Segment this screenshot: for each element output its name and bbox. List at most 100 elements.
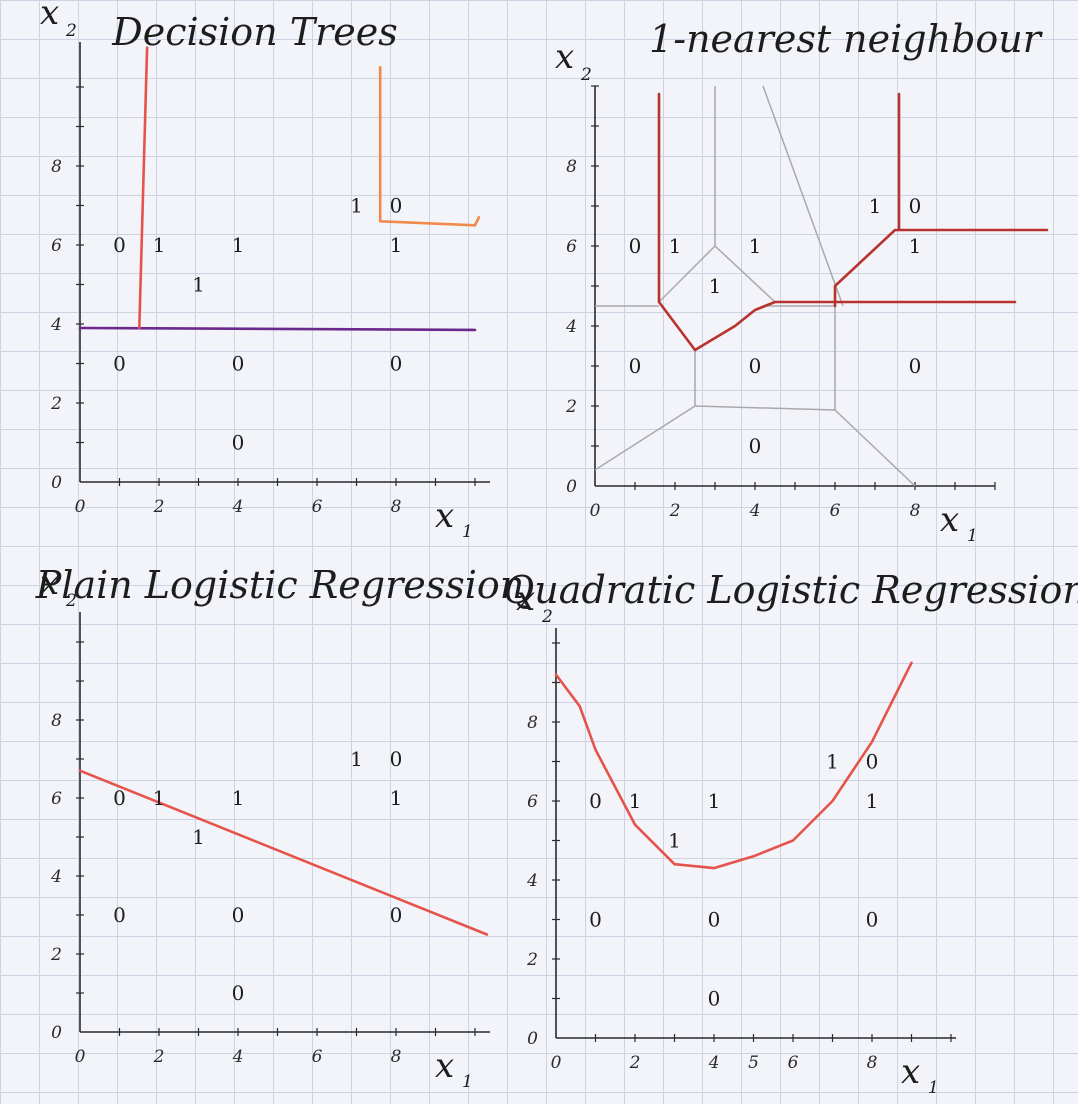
x-tick-label: 0: [75, 1047, 86, 1067]
y-tick-label: 6: [51, 236, 62, 256]
y-tick-label: 2: [526, 950, 538, 970]
data-point: 0: [113, 352, 126, 376]
data-point: 0: [708, 908, 721, 932]
voronoi-edge: [694, 405, 836, 411]
data-point: 1: [153, 233, 166, 257]
x-axis-label: x: [435, 496, 454, 536]
x-axis-label: x: [435, 1046, 454, 1086]
data-point: 1: [709, 274, 722, 298]
decision-boundary: [657, 92, 1017, 352]
data-point: 0: [909, 194, 922, 218]
data-point: 1: [350, 194, 363, 218]
data-point: 1: [629, 789, 642, 813]
x-tick-label: 4: [232, 497, 244, 517]
x-tick-label: 2: [669, 501, 681, 521]
decision-boundary: [554, 661, 913, 870]
x-tick-label: 4: [749, 501, 761, 521]
voronoi-edge: [658, 245, 716, 303]
x-tick-label: 6: [312, 497, 323, 517]
y-tick-label: 2: [50, 394, 62, 414]
x-tick-label: 2: [153, 497, 165, 517]
x-tick-label: 8: [910, 501, 921, 521]
x-tick-label: 2: [629, 1053, 641, 1073]
chart-title: Plain Logistic Regression: [35, 563, 525, 607]
y-tick-label: 6: [527, 792, 538, 812]
x-axis-label-sub: 1: [928, 1078, 939, 1098]
x-tick-label: 5: [748, 1053, 759, 1073]
data-point: 1: [866, 789, 879, 813]
data-point: 0: [232, 903, 245, 927]
y-axis-label: x: [40, 563, 59, 603]
x-tick-label: 4: [708, 1053, 720, 1073]
data-point: 0: [866, 908, 879, 932]
data-point: 0: [629, 354, 642, 378]
data-point: 1: [708, 789, 721, 813]
data-point: 0: [390, 747, 403, 771]
decision-boundary: [78, 326, 477, 332]
y-tick-label: 8: [51, 711, 62, 731]
y-tick-label: 4: [565, 317, 577, 337]
data-point: 1: [869, 194, 882, 218]
data-point: 0: [708, 987, 721, 1011]
x-tick-label: 6: [788, 1053, 799, 1073]
data-point: 0: [232, 981, 245, 1005]
y-axis-label-sub: 2: [65, 591, 77, 611]
data-point: 0: [113, 903, 126, 927]
data-point: 0: [113, 786, 126, 810]
x-tick-label: 6: [830, 501, 841, 521]
x-tick-label: 0: [75, 497, 86, 517]
y-axis-label-sub: 2: [580, 65, 592, 85]
data-point: 1: [192, 273, 205, 297]
x-axis-label: x: [901, 1052, 920, 1092]
data-point: 1: [668, 829, 681, 853]
voronoi-edge: [834, 409, 916, 487]
x-tick-label: 8: [391, 497, 402, 517]
data-point: 1: [749, 234, 762, 258]
y-axis-label-sub: 2: [541, 607, 553, 627]
y-tick-label: 8: [51, 157, 62, 177]
x-tick-label: 8: [391, 1047, 402, 1067]
data-point: 1: [826, 750, 839, 774]
data-point: 0: [909, 354, 922, 378]
data-point: 0: [390, 194, 403, 218]
data-point: 0: [749, 354, 762, 378]
y-axis-label-sub: 2: [65, 21, 77, 41]
y-axis-label: x: [516, 579, 535, 619]
y-axis-label: x: [555, 37, 574, 77]
decision-boundary: [378, 66, 481, 227]
data-point: 1: [232, 786, 245, 810]
data-point: 0: [113, 233, 126, 257]
data-point: 0: [589, 789, 602, 813]
data-point: 0: [629, 234, 642, 258]
y-axis-label: x: [40, 0, 59, 33]
chart-title: Quadratic Logistic Regression: [503, 568, 1078, 612]
x-tick-label: 0: [590, 501, 601, 521]
decision-boundary: [833, 228, 1049, 308]
x-tick-label: 2: [153, 1047, 165, 1067]
data-point: 1: [153, 786, 166, 810]
data-point: 1: [350, 747, 363, 771]
chart-title: 1-nearest neighbour: [649, 17, 1044, 61]
y-tick-label: 0: [527, 1029, 538, 1049]
x-axis-label: x: [940, 500, 959, 540]
data-point: 1: [669, 234, 682, 258]
x-tick-label: 0: [551, 1053, 562, 1073]
y-tick-label: 2: [565, 397, 577, 417]
data-point: 0: [390, 352, 403, 376]
data-point: 1: [232, 233, 245, 257]
y-tick-label: 8: [566, 157, 577, 177]
data-point: 0: [390, 903, 403, 927]
y-tick-label: 4: [526, 871, 538, 891]
data-point: 1: [192, 825, 205, 849]
y-tick-label: 6: [566, 237, 577, 257]
data-point: 0: [232, 431, 245, 455]
data-point: 0: [589, 908, 602, 932]
panel-quadratic-logistic-regression: Quadratic Logistic Regression 0 2 4 5 6 8 0 2 4 6 8…: [503, 568, 1078, 1098]
x-axis-label-sub: 1: [462, 522, 473, 542]
x-axis-label-sub: 1: [967, 526, 978, 546]
x-tick-label: 4: [232, 1047, 244, 1067]
